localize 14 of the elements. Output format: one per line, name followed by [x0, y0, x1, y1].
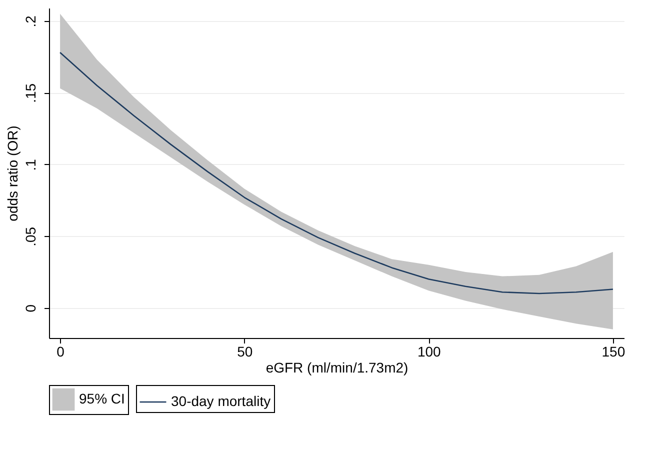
x-axis-title: eGFR (ml/min/1.73m2) — [266, 360, 408, 376]
y-tick-label: .15 — [22, 83, 38, 103]
y-tick-label: .05 — [22, 226, 38, 246]
y-tick-label: .2 — [22, 15, 38, 28]
x-tick-label: 150 — [602, 344, 626, 360]
y-tick-label: .1 — [22, 158, 38, 171]
y-axis-title: odds ratio (OR) — [4, 126, 20, 222]
x-tick-label: 0 — [56, 344, 65, 360]
text: 95% CI — [79, 390, 125, 406]
x-tick-label: 50 — [237, 344, 253, 360]
line-series — [59, 52, 614, 294]
x-tick-label: 100 — [417, 344, 442, 360]
legend-label: 30-day mortality — [171, 393, 271, 409]
y-tick-label: 0 — [22, 304, 38, 312]
